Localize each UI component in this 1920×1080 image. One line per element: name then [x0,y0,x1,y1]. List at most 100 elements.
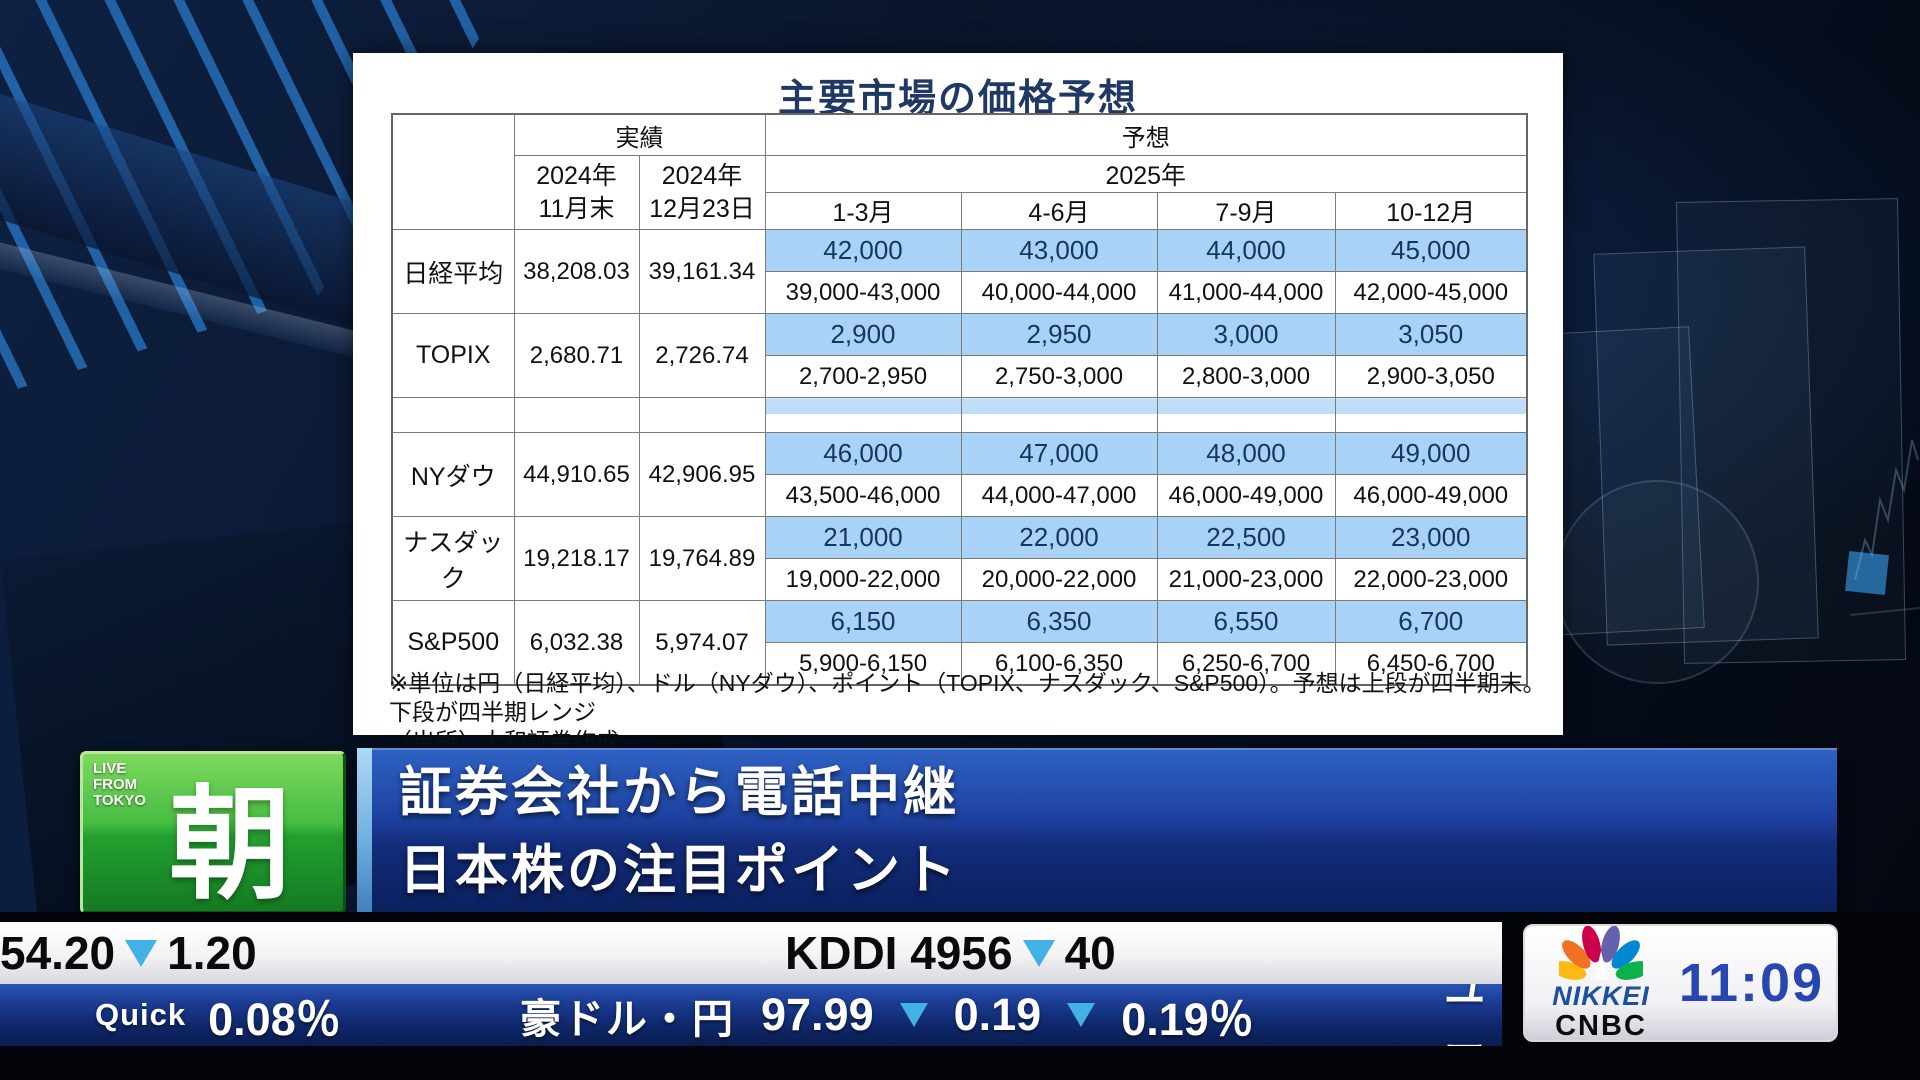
quarter-header: 4-6月 [960,192,1158,230]
down-triangle-icon [125,939,158,967]
actual-value: 6,032.38 [513,600,640,686]
down-triangle-icon [899,1003,928,1027]
quarter-header: 10-12月 [1334,192,1528,230]
forecast-value: 22,500 [1156,516,1336,559]
actual-date-col-2: 2024年 12月23日 [638,155,766,230]
range-value: 2,800-3,000 [1156,355,1336,398]
actual-value: 2,726.74 [638,313,766,398]
range-value: 2,750-3,000 [960,355,1158,398]
quarter-header: 1-3月 [764,192,962,230]
currency-price: 97.99 [761,989,874,1040]
down-triangle-icon [1067,1003,1096,1027]
forecast-value: 43,000 [960,229,1158,272]
range-value: 19,000-22,000 [764,558,962,601]
col-year: 2024年 [536,161,617,190]
index-label: ナスダック [391,516,515,601]
live-line: TOKYO [93,792,147,809]
forecast-header: 予想 [764,113,1528,156]
cnbc-logo-text: CNBC [1555,1009,1647,1042]
table-corner-cell [391,113,515,230]
background-chart-squiggle [1850,439,1920,616]
forecast-table: 実績 予想 2024年 11月末 2024年 12月23日 2025年 1-3月… [391,113,1528,686]
forecast-value: 49,000 [1334,432,1528,475]
currency-change-percent: 0.19％ [1121,993,1254,1045]
table-row-nydow: NYダウ 44,910.65 42,906.95 46,000 47,000 4… [391,432,1528,517]
ticker-partial-text: ユー [1444,984,1487,1046]
forecast-value: 3,050 [1334,313,1528,356]
col-year: 2024年 [661,161,743,190]
table-row-topix-range: 2,700-2,950 2,750-3,000 2,800-3,000 2,90… [392,355,1528,398]
nikkei-logo-text: NIKKEI [1552,980,1650,1011]
range-value: 41,000-44,000 [1156,271,1336,314]
index-label: NYダウ [391,432,515,517]
actual-value: 5,974.07 [638,600,766,686]
down-triangle-icon [1022,939,1055,967]
range-value: 44,000-47,000 [960,474,1158,517]
range-value: 2,900-3,050 [1334,355,1528,398]
headline-left-stripe [357,748,372,914]
forecast-value: 22,000 [960,516,1158,559]
forecast-value: 6,550 [1156,600,1336,643]
ticker-row-stocks: 54.20 1.20 KDDI 4956 40 [0,922,1502,984]
ticker-change: 40 [1064,927,1116,979]
headline-line-2: 日本株の注目ポイント [399,841,959,900]
range-value: 6,100-6,350 [960,642,1158,686]
actual-value: 2,680.71 [513,313,640,398]
channel-brand: NIKKEI CNBC [1525,925,1677,1042]
forecast-value: 42,000 [764,229,962,272]
peacock-icon [1559,925,1643,980]
footnote-line-1: ※単位は円（日経平均）、ドル（NYダウ）、ポイント（TOPIX、ナスダック、S&… [389,670,1546,725]
channel-clock-box: NIKKEI CNBC 11:09 [1523,924,1838,1042]
ticker-row-fx: Quick 0.08％ 豪ドル・円 97.99 0.19 0.19％ ユー [0,984,1502,1046]
forecast-year-header: 2025年 [764,155,1528,193]
live-line: LIVE [93,760,127,777]
range-value: 6,250-6,700 [1156,642,1336,686]
forecast-value: 6,700 [1334,600,1528,643]
forecast-value: 45,000 [1334,229,1528,272]
spacer-row [391,397,1528,433]
forecast-panel: 主要市場の価格予想 実績 予想 2024年 11月末 2024年 12月23日 [353,53,1563,754]
quick-brand-label: Quick [95,997,187,1032]
live-line: FROM [93,776,138,793]
actual-value: 39,161.34 [638,229,766,314]
table-row-nasdaq-range: 19,000-22,000 20,000-22,000 21,000-23,00… [392,558,1528,601]
actual-value: 44,910.65 [513,432,640,517]
forecast-value: 21,000 [764,516,962,559]
index-label: TOPIX [391,313,515,398]
forecast-value: 3,000 [1156,313,1336,356]
actual-value: 42,906.95 [638,432,766,517]
actual-value: 19,218.17 [513,516,640,601]
forecast-value: 2,950 [960,313,1158,356]
actual-date-col-1: 2024年 11月末 [513,155,640,230]
col-date: 12月23日 [649,194,755,223]
table-row-nikkei-range: 39,000-43,000 40,000-44,000 41,000-44,00… [392,271,1528,314]
forecast-value: 6,150 [764,600,962,643]
quarter-header: 7-9月 [1156,192,1336,230]
range-value: 39,000-43,000 [764,271,962,314]
headline-line-1: 証券会社から電話中継 [399,763,959,822]
range-value: 5,900-6,150 [764,642,962,686]
range-value: 2,700-2,950 [764,355,962,398]
range-value: 6,450-6,700 [1334,642,1528,686]
range-value: 43,500-46,000 [764,474,962,517]
table-footnote: ※単位は円（日経平均）、ドル（NYダウ）、ポイント（TOPIX、ナスダック、S&… [389,669,1563,756]
table-row-nikkei: 日経平均 38,208.03 39,161.34 42,000 43,000 4… [391,229,1528,314]
table-row-sp500: S&P500 6,032.38 5,974.07 6,150 6,350 6,5… [391,600,1528,686]
range-value: 21,000-23,000 [1156,558,1336,601]
table-row-nasdaq: ナスダック 19,218.17 19,764.89 21,000 22,000 … [391,516,1528,601]
ticker-symbol-price: KDDI 4956 [785,927,1013,979]
range-value: 22,000-23,000 [1334,558,1528,601]
background-circle [1555,480,1759,684]
actual-header: 実績 [513,113,766,156]
forecast-value: 47,000 [960,432,1158,475]
forecast-value: 48,000 [1156,432,1336,475]
actual-value: 38,208.03 [513,229,640,314]
table-row-nydow-range: 43,500-46,000 44,000-47,000 46,000-49,00… [392,474,1528,517]
forecast-value: 6,350 [960,600,1158,643]
clock-time: 11:09 [1678,953,1825,1013]
table-row-sp500-range: 5,900-6,150 6,100-6,350 6,250-6,700 6,45… [392,642,1528,686]
range-value: 40,000-44,000 [960,271,1158,314]
actual-value: 19,764.89 [638,516,766,601]
ticker-percent: 0.08％ [208,993,341,1045]
